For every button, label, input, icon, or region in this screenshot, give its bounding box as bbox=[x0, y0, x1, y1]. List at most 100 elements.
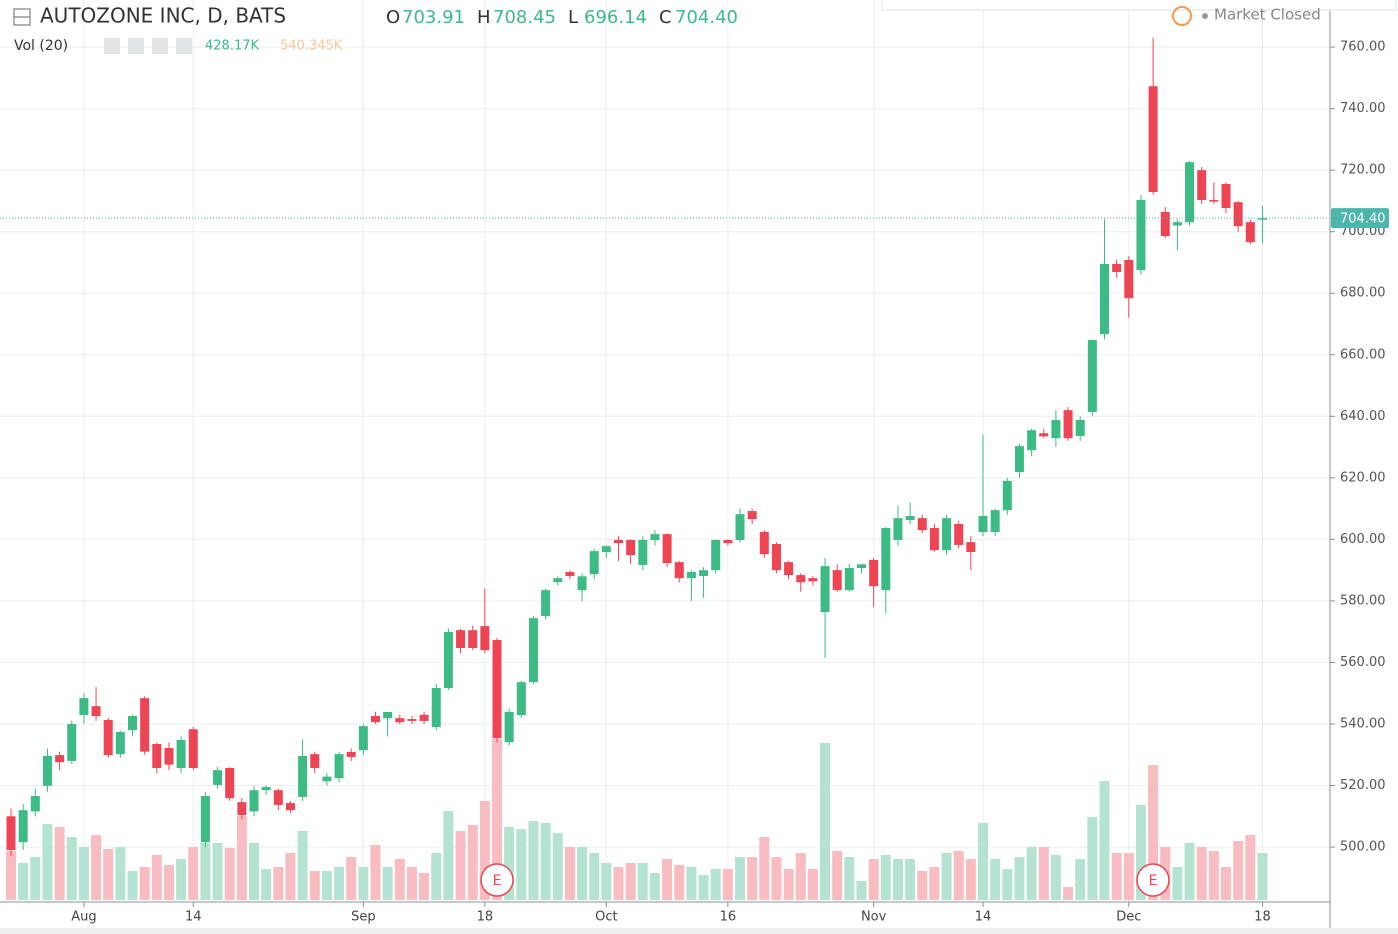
x-tick-label: 18 bbox=[477, 910, 494, 925]
ohlc-header: O 703.91 H 708.45 L 696.14 C 704.40 bbox=[386, 7, 738, 28]
volume-bar bbox=[710, 869, 721, 900]
volume-bar bbox=[419, 872, 430, 900]
candle-body bbox=[771, 544, 781, 571]
volume-bar bbox=[103, 849, 114, 900]
volume-bar bbox=[261, 869, 272, 900]
volume-bar bbox=[1257, 852, 1268, 900]
candle-body bbox=[893, 518, 903, 540]
candle-body bbox=[431, 688, 441, 728]
candle-body bbox=[662, 534, 672, 564]
volume-bar bbox=[1002, 869, 1013, 900]
volume-bar bbox=[479, 800, 490, 900]
ohlc-value: 708.45 bbox=[493, 7, 556, 28]
candle-body bbox=[468, 630, 478, 648]
volume-bar bbox=[18, 862, 29, 900]
candle-body bbox=[917, 518, 927, 531]
volume-bar bbox=[1026, 847, 1037, 900]
candle-body bbox=[1221, 184, 1231, 208]
candle-body bbox=[686, 572, 696, 579]
candle-body bbox=[601, 546, 611, 552]
earnings-marker[interactable] bbox=[1136, 863, 1170, 897]
volume-bar bbox=[856, 880, 867, 900]
volume-bar bbox=[1063, 887, 1074, 900]
volume-bar bbox=[66, 837, 77, 900]
volume-bar bbox=[504, 827, 515, 900]
volume-bar bbox=[965, 859, 976, 900]
volume-bar bbox=[540, 822, 551, 900]
candle-body bbox=[1087, 340, 1097, 412]
candle-body bbox=[419, 714, 429, 721]
candle-body bbox=[1233, 202, 1243, 227]
candle-body bbox=[869, 560, 879, 587]
icon[interactable] bbox=[128, 38, 144, 54]
volume-bar bbox=[285, 852, 296, 900]
y-tick-label: 760.00 bbox=[1340, 40, 1386, 55]
candle-body bbox=[1014, 446, 1024, 472]
candle-body bbox=[808, 578, 818, 582]
x-tick-label: Nov bbox=[861, 910, 887, 925]
volume-bar bbox=[455, 830, 466, 900]
icon[interactable] bbox=[104, 38, 120, 54]
volume-bar bbox=[297, 830, 308, 900]
status-icon[interactable] bbox=[1172, 6, 1192, 26]
volume-bar bbox=[1050, 854, 1061, 900]
earnings-marker[interactable] bbox=[480, 863, 514, 897]
candle-body bbox=[249, 790, 259, 812]
volume-bar bbox=[6, 850, 16, 900]
candle-body bbox=[516, 682, 526, 716]
y-tick-label: 600.00 bbox=[1340, 532, 1386, 547]
volume-bar bbox=[212, 842, 223, 900]
bottom-strip bbox=[0, 928, 1398, 934]
candle-body bbox=[395, 718, 405, 723]
candle-body bbox=[699, 570, 709, 576]
candle-body bbox=[966, 542, 976, 552]
volume-average: 540.345K bbox=[280, 39, 343, 54]
candle-body bbox=[383, 712, 393, 719]
volume-bar bbox=[516, 829, 527, 900]
volume-bar bbox=[236, 816, 247, 900]
icon[interactable] bbox=[176, 38, 192, 54]
volume-bar bbox=[662, 859, 673, 900]
candle-body bbox=[1209, 200, 1219, 202]
volume-bar bbox=[1172, 867, 1183, 900]
volume-bar bbox=[406, 867, 417, 900]
candle-body bbox=[881, 528, 891, 591]
volume-bar bbox=[917, 870, 928, 900]
candle-body bbox=[1148, 86, 1158, 192]
candle-body bbox=[103, 720, 113, 756]
candle-body bbox=[1245, 222, 1255, 243]
candle-body bbox=[443, 632, 453, 688]
candle-body bbox=[1039, 433, 1049, 437]
volume-bar bbox=[394, 859, 405, 900]
volume-bar bbox=[188, 847, 199, 900]
x-tick-label: Dec bbox=[1116, 910, 1141, 925]
x-tick-label: Oct bbox=[595, 910, 617, 925]
candle-body bbox=[1002, 480, 1012, 511]
candle-body bbox=[626, 540, 636, 556]
ohlc-letter: H bbox=[477, 7, 491, 28]
volume-bar bbox=[990, 859, 1001, 900]
candle-body bbox=[285, 803, 295, 811]
icon[interactable] bbox=[152, 38, 168, 54]
y-tick-label: 560.00 bbox=[1340, 655, 1386, 670]
ohlc-value: 696.14 bbox=[584, 7, 647, 28]
volume-bar bbox=[564, 847, 575, 900]
volume-bar bbox=[601, 862, 612, 900]
x-tick-label: Aug bbox=[71, 910, 96, 925]
volume-bar bbox=[783, 869, 794, 900]
candle-body bbox=[480, 626, 490, 651]
volume-bar bbox=[1135, 804, 1146, 900]
volume-bar bbox=[698, 874, 709, 900]
volume-bar bbox=[649, 872, 660, 900]
candle-body bbox=[1136, 200, 1146, 271]
candle-body bbox=[650, 534, 660, 540]
x-tick-label: 14 bbox=[975, 910, 992, 925]
earnings-letter: E bbox=[1149, 873, 1158, 889]
candle-body bbox=[79, 698, 89, 716]
volume-bar bbox=[78, 847, 89, 900]
candle-body bbox=[261, 787, 271, 791]
candle-body bbox=[91, 706, 101, 716]
y-tick-label: 660.00 bbox=[1340, 347, 1386, 362]
candle-body bbox=[723, 540, 733, 544]
